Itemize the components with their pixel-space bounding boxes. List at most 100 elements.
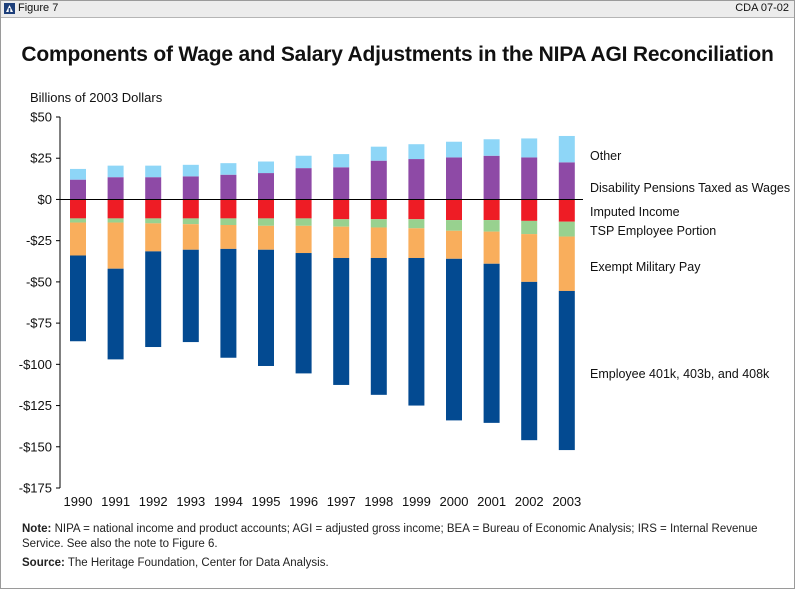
- bar-segment: [145, 177, 162, 200]
- bar-segment: [295, 253, 312, 374]
- bar-segment: [145, 218, 162, 224]
- y-tick-label: -$75: [26, 316, 52, 331]
- bar-segment: [295, 218, 312, 226]
- bar-segment: [220, 248, 237, 358]
- y-tick-label: -$25: [26, 233, 52, 248]
- bar-segment: [70, 179, 86, 200]
- x-tick-label: 2002: [515, 494, 544, 509]
- x-tick-label: 1996: [289, 494, 318, 509]
- x-tick-label: 1995: [252, 494, 281, 509]
- bar-segment: [107, 218, 124, 223]
- y-tick-label: -$125: [19, 398, 52, 413]
- bar-segment: [521, 138, 538, 158]
- x-tick-label: 1990: [64, 494, 93, 509]
- notes-block: Note: NIPA = national income and product…: [22, 522, 782, 571]
- bar-segment: [295, 199, 312, 219]
- bar-segment: [558, 199, 575, 222]
- bar-segment: [70, 222, 86, 256]
- note-lead: Note:: [22, 523, 52, 535]
- x-tick-label: 1997: [327, 494, 356, 509]
- report-code: CDA 07-02: [735, 2, 789, 14]
- y-tick-label: -$100: [19, 357, 52, 372]
- bar-segment: [558, 290, 575, 451]
- bar-segment: [258, 173, 274, 200]
- bar-segment: [107, 199, 124, 219]
- bar-segment: [70, 168, 86, 180]
- bar-segment: [258, 218, 274, 226]
- note-text: NIPA = national income and product accou…: [22, 523, 758, 550]
- bar-segment: [483, 155, 500, 200]
- bar-segment: [521, 281, 538, 441]
- bar-segment: [182, 199, 199, 219]
- bar-segment: [333, 199, 350, 220]
- legend-label: Employee 401k, 403b, and 408k: [590, 367, 770, 381]
- y-tick-label: $0: [38, 192, 52, 207]
- x-tick-label: 1993: [176, 494, 205, 509]
- stacked-bar-chart: $50 $25 $0 -$25 -$50 -$75 -$100 -$125 -$150 -$175…: [19, 110, 790, 510]
- bar-segment: [446, 141, 462, 158]
- bar-segment: [370, 227, 387, 258]
- bar-segment: [182, 249, 199, 343]
- y-tick-label: $25: [30, 151, 52, 166]
- bar-segment: [446, 258, 462, 421]
- bar-segment: [107, 165, 124, 178]
- bar-segment: [558, 221, 575, 237]
- bar-segment: [220, 225, 237, 249]
- bar-segment: [333, 219, 350, 227]
- bar-segment: [333, 226, 350, 258]
- bar-segment: [107, 177, 124, 200]
- bar-segment: [107, 268, 124, 360]
- x-tick-label: 2000: [440, 494, 469, 509]
- note-line: Note: NIPA = national income and product…: [22, 522, 782, 552]
- bar-segment: [521, 234, 538, 282]
- legend-label: Exempt Military Pay: [590, 260, 701, 274]
- bar-segment: [182, 224, 199, 250]
- x-tick-label: 1998: [364, 494, 393, 509]
- bar-segment: [521, 220, 538, 235]
- bar-segment: [258, 249, 274, 366]
- y-tick-label: -$175: [19, 481, 52, 496]
- x-tick-label: 1992: [139, 494, 168, 509]
- figure-label: Figure 7: [18, 2, 59, 14]
- bar-segment: [558, 135, 575, 163]
- bar-segment: [483, 199, 500, 221]
- heritage-logo-icon: [4, 3, 15, 14]
- bar-segment: [258, 225, 274, 250]
- bar-segment: [145, 199, 162, 219]
- bar-segment: [145, 165, 162, 178]
- bar-segment: [145, 251, 162, 348]
- bar-segment: [408, 199, 425, 220]
- legend-label: Imputed Income: [590, 205, 680, 219]
- bar-segment: [370, 146, 387, 161]
- legend-label: TSP Employee Portion: [590, 224, 716, 238]
- bar-segment: [483, 263, 500, 423]
- bar-segment: [220, 199, 237, 219]
- x-tick-label: 2001: [477, 494, 506, 509]
- bar-segment: [408, 219, 425, 229]
- bar-segment: [446, 220, 462, 231]
- bar-segment: [408, 159, 425, 200]
- bar-segment: [70, 255, 86, 342]
- bar-segment: [370, 160, 387, 200]
- x-tick-label: 2003: [552, 494, 581, 509]
- y-tick-label: $50: [30, 110, 52, 125]
- bar-segment: [220, 174, 237, 200]
- chart-title: Components of Wage and Salary Adjustment…: [21, 43, 774, 66]
- bar-segment: [333, 154, 350, 168]
- bar-segment: [258, 199, 274, 219]
- bar-segment: [107, 222, 124, 269]
- bar-segment: [220, 218, 237, 226]
- bar-segment: [370, 257, 387, 395]
- bar-segment: [70, 218, 86, 223]
- source-text: The Heritage Foundation, Center for Data…: [67, 557, 329, 569]
- bar-segment: [483, 231, 500, 264]
- bar-segment: [295, 168, 312, 200]
- y-axis-label: Billions of 2003 Dollars: [30, 90, 163, 105]
- bar-segment: [333, 257, 350, 385]
- legend-label: Disability Pensions Taxed as Wages: [590, 181, 790, 195]
- bar-segment: [558, 162, 575, 200]
- bar-segment: [408, 144, 425, 160]
- bar-segment: [145, 223, 162, 252]
- bar-segment: [333, 167, 350, 200]
